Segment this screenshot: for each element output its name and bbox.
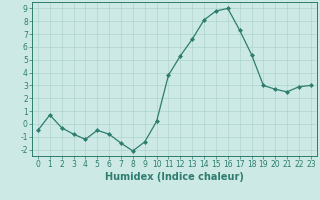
X-axis label: Humidex (Indice chaleur): Humidex (Indice chaleur) (105, 172, 244, 182)
